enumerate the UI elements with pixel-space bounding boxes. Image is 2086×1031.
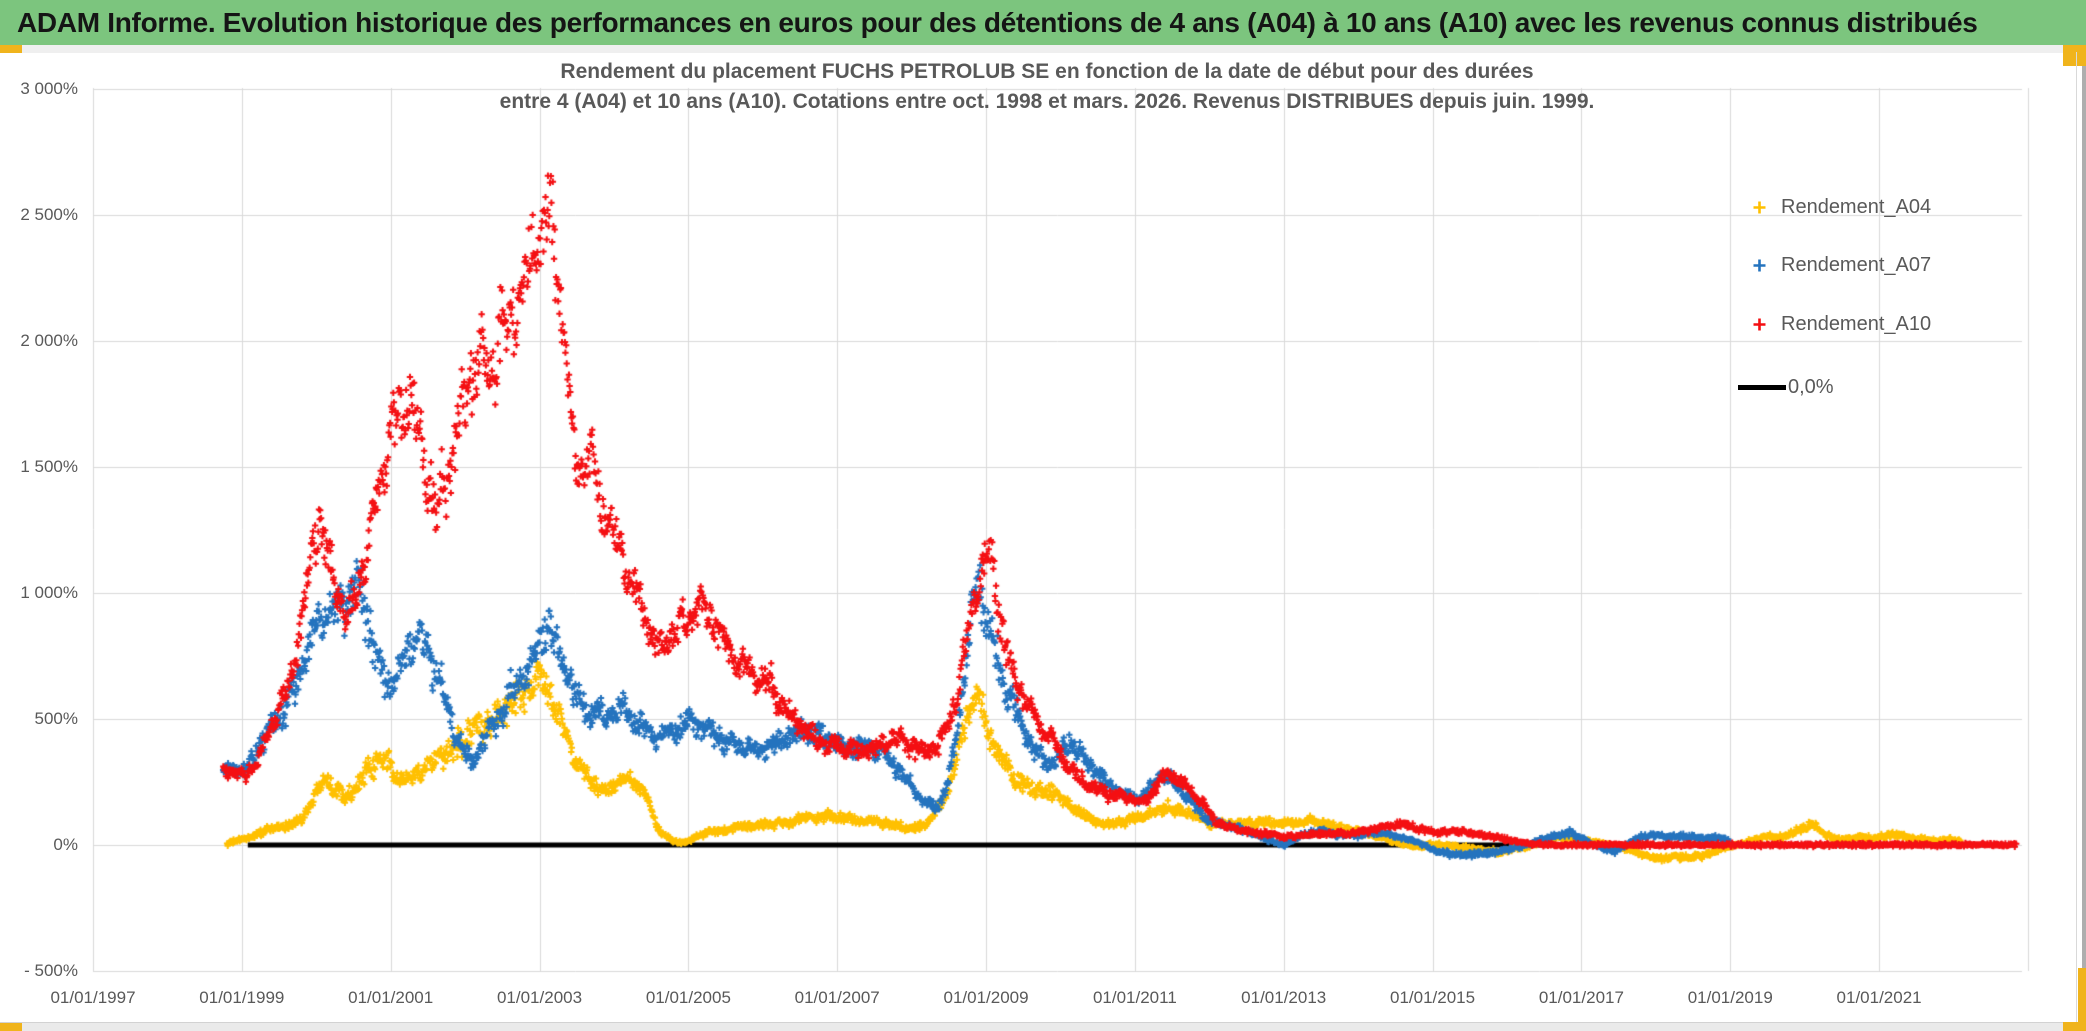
x-tick-label: 01/01/2019 [1687, 988, 1773, 1007]
plus-marker-icon [1753, 259, 1766, 272]
x-tick-label: 01/01/2017 [1538, 988, 1624, 1007]
y-tick-label: 1 000% [20, 583, 78, 602]
y-tick-label: 2 000% [20, 331, 78, 350]
legend-label: 0,0% [1788, 376, 1834, 398]
x-tick-label: 01/01/2011 [1092, 988, 1177, 1007]
gold-accent-bottom-left [0, 1023, 22, 1031]
y-tick-label: 3 000% [20, 79, 78, 98]
x-tick-label: 01/01/2001 [348, 988, 434, 1007]
x-tick-label: 01/01/2021 [1836, 988, 1922, 1007]
x-tick-label: 01/01/2005 [645, 988, 731, 1007]
x-tick-label: 01/01/2003 [496, 988, 583, 1007]
legend-line-swatch [1738, 385, 1786, 390]
legend-item-rendement-a07[interactable]: Rendement_A07 [1752, 254, 1931, 277]
y-tick-label: - 500% [24, 961, 78, 980]
gold-accent-bottom-right [2063, 1022, 2086, 1031]
legend-item-0-0-[interactable]: 0,0% [1738, 376, 1834, 399]
x-tick-label: 01/01/1999 [199, 988, 285, 1007]
window-right-edge[interactable] [2082, 66, 2086, 968]
chart-frame-bottom-border [0, 1022, 2086, 1023]
y-tick-label: 0% [53, 835, 78, 854]
legend-item-rendement-a04[interactable]: Rendement_A04 [1752, 196, 1931, 219]
gold-accent-right-bar [2078, 968, 2086, 1031]
chart-title-line2: entre 4 (A04) et 10 ans (A10). Cotations… [499, 90, 1595, 113]
y-tick-label: 1 500% [20, 457, 78, 476]
legend-label: Rendement_A04 [1781, 196, 1932, 218]
x-tick-label: 01/01/2015 [1390, 988, 1476, 1007]
legend-item-rendement-a10[interactable]: Rendement_A10 [1752, 313, 1931, 336]
legend-label: Rendement_A07 [1781, 254, 1932, 276]
plus-marker-icon [1753, 318, 1766, 331]
legend-label: Rendement_A10 [1781, 313, 1932, 335]
x-tick-label: 01/01/1997 [50, 988, 136, 1007]
plus-marker-icon [1753, 201, 1766, 214]
y-tick-label: 2 500% [20, 205, 78, 224]
x-tick-label: 01/01/2007 [794, 988, 880, 1007]
chart-title: Rendement du placement FUCHS PETROLUB SE… [247, 57, 1847, 117]
chart-title-line1: Rendement du placement FUCHS PETROLUB SE… [560, 60, 1534, 83]
x-tick-label: 01/01/2013 [1241, 988, 1327, 1007]
y-tick-label: 500% [34, 709, 78, 728]
chart-frame-right-border [2076, 52, 2077, 1022]
x-tick-label: 01/01/2009 [943, 988, 1029, 1007]
bottom-strip [0, 1023, 2086, 1031]
